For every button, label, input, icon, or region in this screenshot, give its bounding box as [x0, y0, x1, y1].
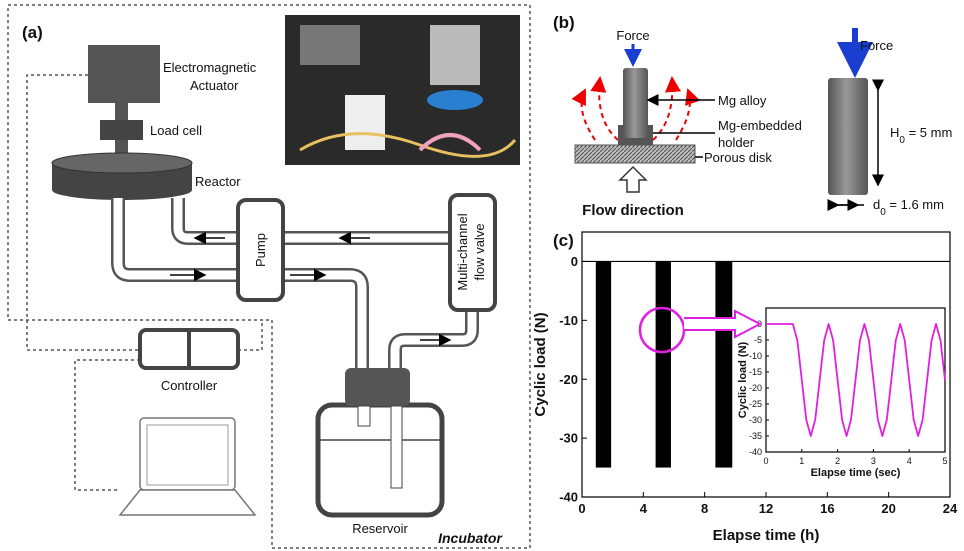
- x-axis-label: Elapse time (sec): [811, 467, 901, 479]
- x-tick-label: 2: [835, 456, 840, 466]
- label: Flow direction: [582, 202, 684, 219]
- label: holder: [718, 135, 755, 150]
- x-tick-label: 1: [799, 456, 804, 466]
- label: Reservoir: [352, 521, 408, 536]
- label: Electromagnetic: [163, 60, 257, 75]
- panel-label: (a): [22, 23, 43, 42]
- photo-detail: [345, 95, 385, 150]
- label: Incubator: [438, 530, 503, 546]
- mg-alloy: [623, 68, 648, 138]
- dimension-label: H0 = 5 mm: [890, 125, 952, 146]
- panel-b: (b) Force Flow direction Mg alloy Mg-emb…: [553, 13, 952, 219]
- y-axis-label: Cyclic load (N): [737, 341, 749, 418]
- figure: (a) Electromagnetic Actuator Load cell R…: [0, 0, 964, 551]
- value: = 5 mm: [905, 125, 952, 140]
- laptop-base: [120, 490, 255, 515]
- flow-path: [599, 78, 618, 140]
- label: Mg alloy: [718, 93, 767, 108]
- reactor-top: [52, 153, 192, 173]
- load-cell: [100, 120, 143, 140]
- label: Controller: [161, 378, 218, 393]
- x-tick-label: 0: [578, 501, 585, 516]
- label: Force: [616, 28, 649, 43]
- y-tick-label: 0: [571, 254, 578, 269]
- y-tick-label: -35: [749, 431, 762, 441]
- actuator: [88, 45, 160, 103]
- label: Multi-channel: [455, 213, 470, 290]
- y-axis-label: Cyclic load (N): [532, 312, 549, 416]
- x-tick-label: 24: [943, 501, 958, 516]
- wire: [75, 360, 140, 490]
- panel-a: (a) Electromagnetic Actuator Load cell R…: [8, 5, 530, 548]
- y-tick-label: -30: [749, 415, 762, 425]
- reservoir-cap: [345, 368, 410, 406]
- x-tick-label: 16: [820, 501, 834, 516]
- bar: [715, 261, 732, 467]
- panel-label: (c): [553, 231, 574, 250]
- x-tick-label: 5: [942, 456, 947, 466]
- stem: [115, 103, 128, 120]
- label: Porous disk: [704, 150, 772, 165]
- y-tick-label: -10: [749, 351, 762, 361]
- x-tick-label: 3: [871, 456, 876, 466]
- bar: [656, 261, 671, 467]
- symbol: d: [873, 197, 880, 212]
- wire: [238, 320, 262, 350]
- dimension-label: d0 = 1.6 mm: [873, 197, 944, 218]
- label: Load cell: [150, 123, 202, 138]
- label: Reactor: [195, 174, 241, 189]
- reservoir: [318, 405, 442, 515]
- specimen: [828, 78, 868, 195]
- y-tick-label: -5: [754, 335, 762, 345]
- laptop-display: [147, 425, 228, 485]
- inner-tube: [391, 406, 402, 488]
- inner-tube: [358, 406, 370, 426]
- label: Force: [860, 38, 893, 53]
- value: = 1.6 mm: [886, 197, 944, 212]
- y-tick-label: -10: [559, 313, 578, 328]
- flow-path: [653, 78, 672, 140]
- flow-arrow: [620, 167, 646, 192]
- x-tick-label: 12: [759, 501, 773, 516]
- flow-path: [582, 90, 595, 140]
- y-tick-label: -25: [749, 399, 762, 409]
- y-tick-label: -15: [749, 367, 762, 377]
- x-tick-label: 8: [701, 501, 708, 516]
- porous-disk: [575, 145, 695, 163]
- x-axis-label: Elapse time (h): [713, 527, 820, 544]
- symbol: H: [890, 125, 899, 140]
- panel-label: (b): [553, 13, 575, 32]
- bar: [596, 261, 611, 467]
- photo-detail: [430, 25, 480, 85]
- photo-detail: [427, 90, 483, 110]
- x-tick-label: 20: [881, 501, 895, 516]
- x-tick-label: 0: [763, 456, 768, 466]
- label: Actuator: [190, 78, 239, 93]
- photo-detail: [300, 25, 360, 65]
- x-tick-label: 4: [640, 501, 648, 516]
- label: flow valve: [472, 223, 487, 280]
- label: Mg-embedded: [718, 118, 802, 133]
- y-tick-label: -30: [559, 431, 578, 446]
- y-tick-label: -40: [559, 490, 578, 505]
- y-tick-label: -20: [749, 383, 762, 393]
- y-tick-label: -40: [749, 447, 762, 457]
- x-tick-label: 4: [907, 456, 912, 466]
- y-tick-label: -20: [559, 372, 578, 387]
- label: Pump: [253, 233, 268, 267]
